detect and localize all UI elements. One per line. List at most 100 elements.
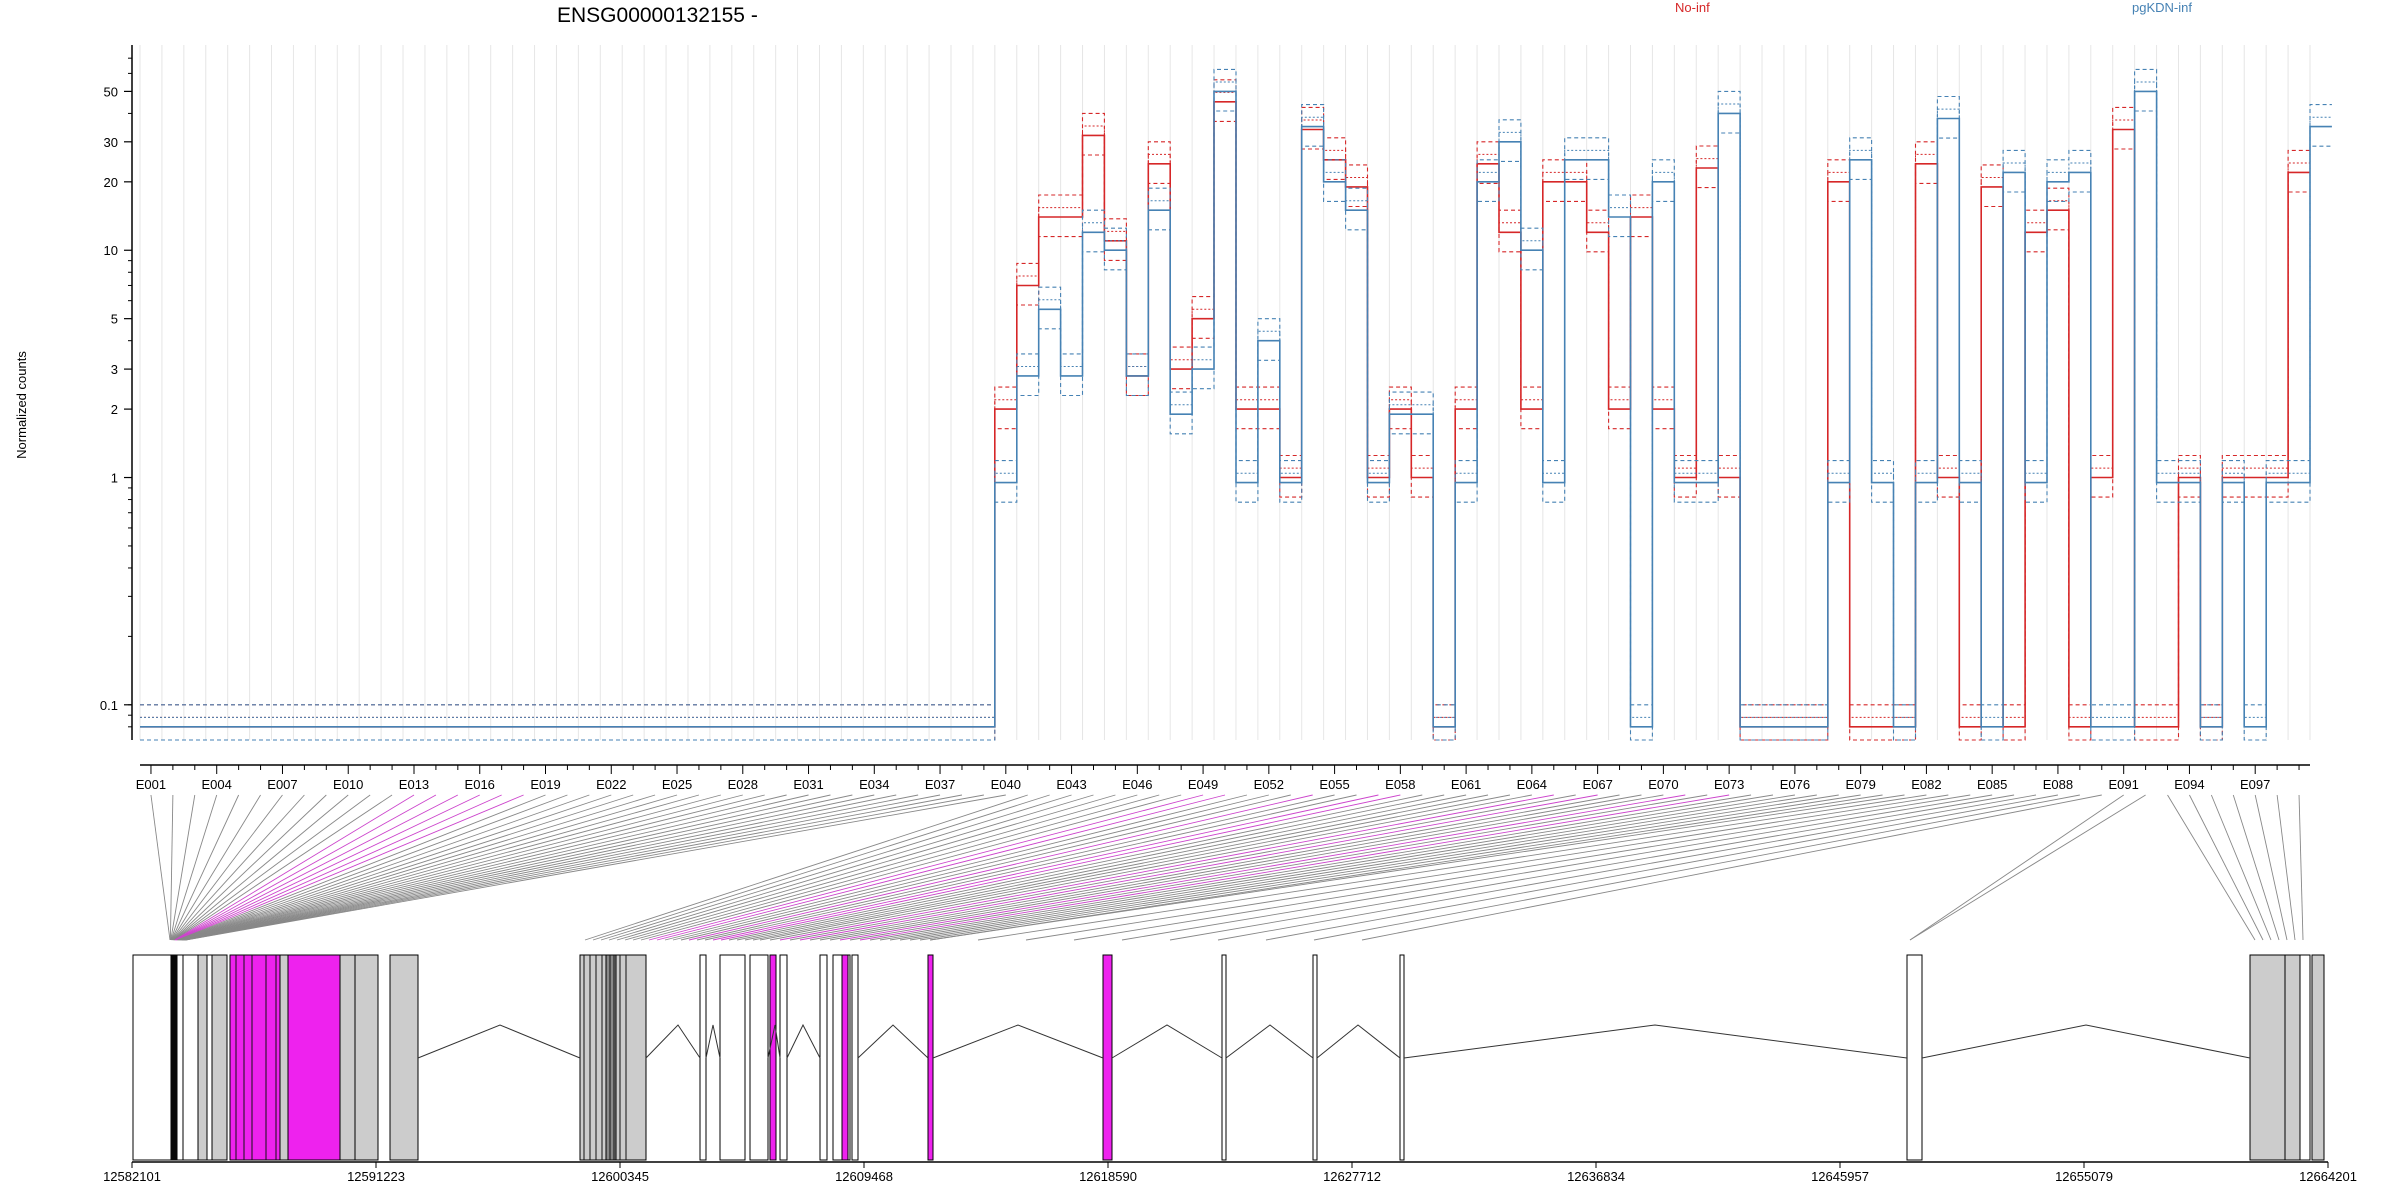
exon-connector	[178, 794, 634, 941]
exon-connector	[929, 794, 1883, 941]
series-line-no-inf-1	[140, 101, 2310, 728]
gene-exon-block	[287, 954, 341, 1161]
gene-exon-block	[2249, 954, 2286, 1161]
exon-connector	[779, 794, 1554, 941]
exon-connector	[2276, 794, 2296, 941]
exon-connector	[179, 794, 700, 941]
genomic-tick-label: 12600345	[591, 1169, 649, 1184]
exon-connector	[704, 794, 1357, 941]
exon-connector	[173, 794, 371, 941]
exon-connector	[712, 794, 1379, 941]
exon-connector	[1265, 794, 2059, 941]
y-tick-label: 20	[104, 175, 118, 190]
gene-exon-block	[211, 954, 228, 1161]
exon-connector	[181, 794, 787, 941]
genomic-tick-label: 12627712	[1323, 1169, 1381, 1184]
exon-label: E094	[2174, 777, 2204, 792]
gene-exon-block	[182, 954, 199, 1161]
exon-label: E052	[1254, 777, 1284, 792]
exon-connector	[174, 794, 437, 941]
series-line-no-inf-2	[140, 79, 2310, 706]
gene-exon-block	[1906, 954, 1923, 1161]
gene-exon-block	[1102, 954, 1113, 1161]
gene-exon-block	[769, 954, 777, 1161]
exon-label: E079	[1845, 777, 1875, 792]
exon-connector	[183, 794, 875, 941]
exon-axis: E001 E004 E007 E010 E013 E016 E019 E022 E025 E028…	[136, 764, 2310, 792]
exon-connector	[909, 794, 1839, 941]
exon-connector	[2210, 794, 2272, 941]
y-tick-label: 30	[104, 135, 118, 150]
gene-exon-block	[206, 954, 213, 1161]
exon-connector	[175, 794, 459, 941]
exon-connector	[672, 794, 1269, 941]
exon-label: E010	[333, 777, 363, 792]
gene-exon-block	[197, 954, 208, 1161]
exon-connector	[656, 794, 1226, 941]
exon-connector	[170, 794, 218, 941]
genomic-tick-label: 12591223	[347, 1169, 405, 1184]
exon-connector	[640, 794, 1182, 941]
exon-connector	[172, 794, 283, 941]
genomic-tick-label: 12655079	[2055, 1169, 2113, 1184]
exon-connector	[179, 794, 656, 941]
exon-connector	[2167, 794, 2256, 941]
exon-label: E034	[859, 777, 889, 792]
gene-exon-block	[2311, 954, 2325, 1161]
y-tick-label: 10	[104, 243, 118, 258]
intron-line	[932, 1024, 1104, 1059]
gene-exon-block	[176, 954, 184, 1161]
exon-label: E082	[1911, 777, 1941, 792]
exon-label: E064	[1517, 777, 1547, 792]
exon-connector	[174, 794, 393, 941]
exon-connector	[184, 794, 963, 941]
exon-label: E001	[136, 777, 166, 792]
exon-connector	[177, 794, 568, 941]
exon-connector	[744, 794, 1467, 941]
exon-connector	[879, 794, 1774, 941]
exon-connector	[592, 794, 1050, 941]
gene-exon-block	[719, 954, 746, 1161]
exon-connector	[171, 794, 240, 941]
gene-exon-block	[699, 954, 707, 1161]
exon-connector	[2254, 794, 2288, 941]
exon-gridlines	[139, 45, 2311, 740]
series-line-no-inf-3	[140, 120, 2310, 741]
gene-exon-block	[279, 954, 289, 1161]
exon-connector	[728, 794, 1423, 941]
gene-exon-block	[389, 954, 419, 1161]
exon-connector	[172, 794, 327, 941]
gene-exon-block	[2299, 954, 2311, 1161]
exon-connector	[171, 794, 261, 941]
exon-connector	[608, 794, 1094, 941]
exon-connector	[1909, 794, 2124, 941]
exon-connector	[929, 794, 1905, 941]
y-axis-label: Normalized counts	[14, 351, 29, 459]
exon-label: E007	[267, 777, 297, 792]
exon-label: E049	[1188, 777, 1218, 792]
exon-label: E013	[399, 777, 429, 792]
genomic-tick-label: 12609468	[835, 1169, 893, 1184]
gene-exon-block	[779, 954, 788, 1161]
exon-connector	[977, 794, 1927, 941]
exon-connector	[600, 794, 1072, 941]
exon-connector	[185, 794, 1006, 941]
exon-connector	[182, 794, 853, 941]
exon-label: E031	[793, 777, 823, 792]
gene-exon-block	[339, 954, 356, 1161]
exon-connector	[176, 794, 524, 941]
genomic-tick-label: 12645957	[1811, 1169, 1869, 1184]
exon-connector	[664, 794, 1248, 941]
legend-pgkdn-inf: pgKDN-inf	[2132, 0, 2192, 15]
y-tick-label: 3	[111, 362, 118, 377]
exon-connector	[170, 794, 196, 941]
exon-connector	[819, 794, 1642, 941]
exon-connector	[899, 794, 1817, 941]
gene-exon-block	[229, 954, 281, 1161]
genomic-tick-label: 12664201	[2299, 1169, 2357, 1184]
gene-exon-block	[354, 954, 379, 1161]
exon-connector	[859, 794, 1730, 941]
legend-no-inf: No-inf	[1675, 0, 1710, 15]
intron-line	[1316, 1024, 1401, 1059]
y-tick-label: 0.1	[100, 698, 118, 713]
